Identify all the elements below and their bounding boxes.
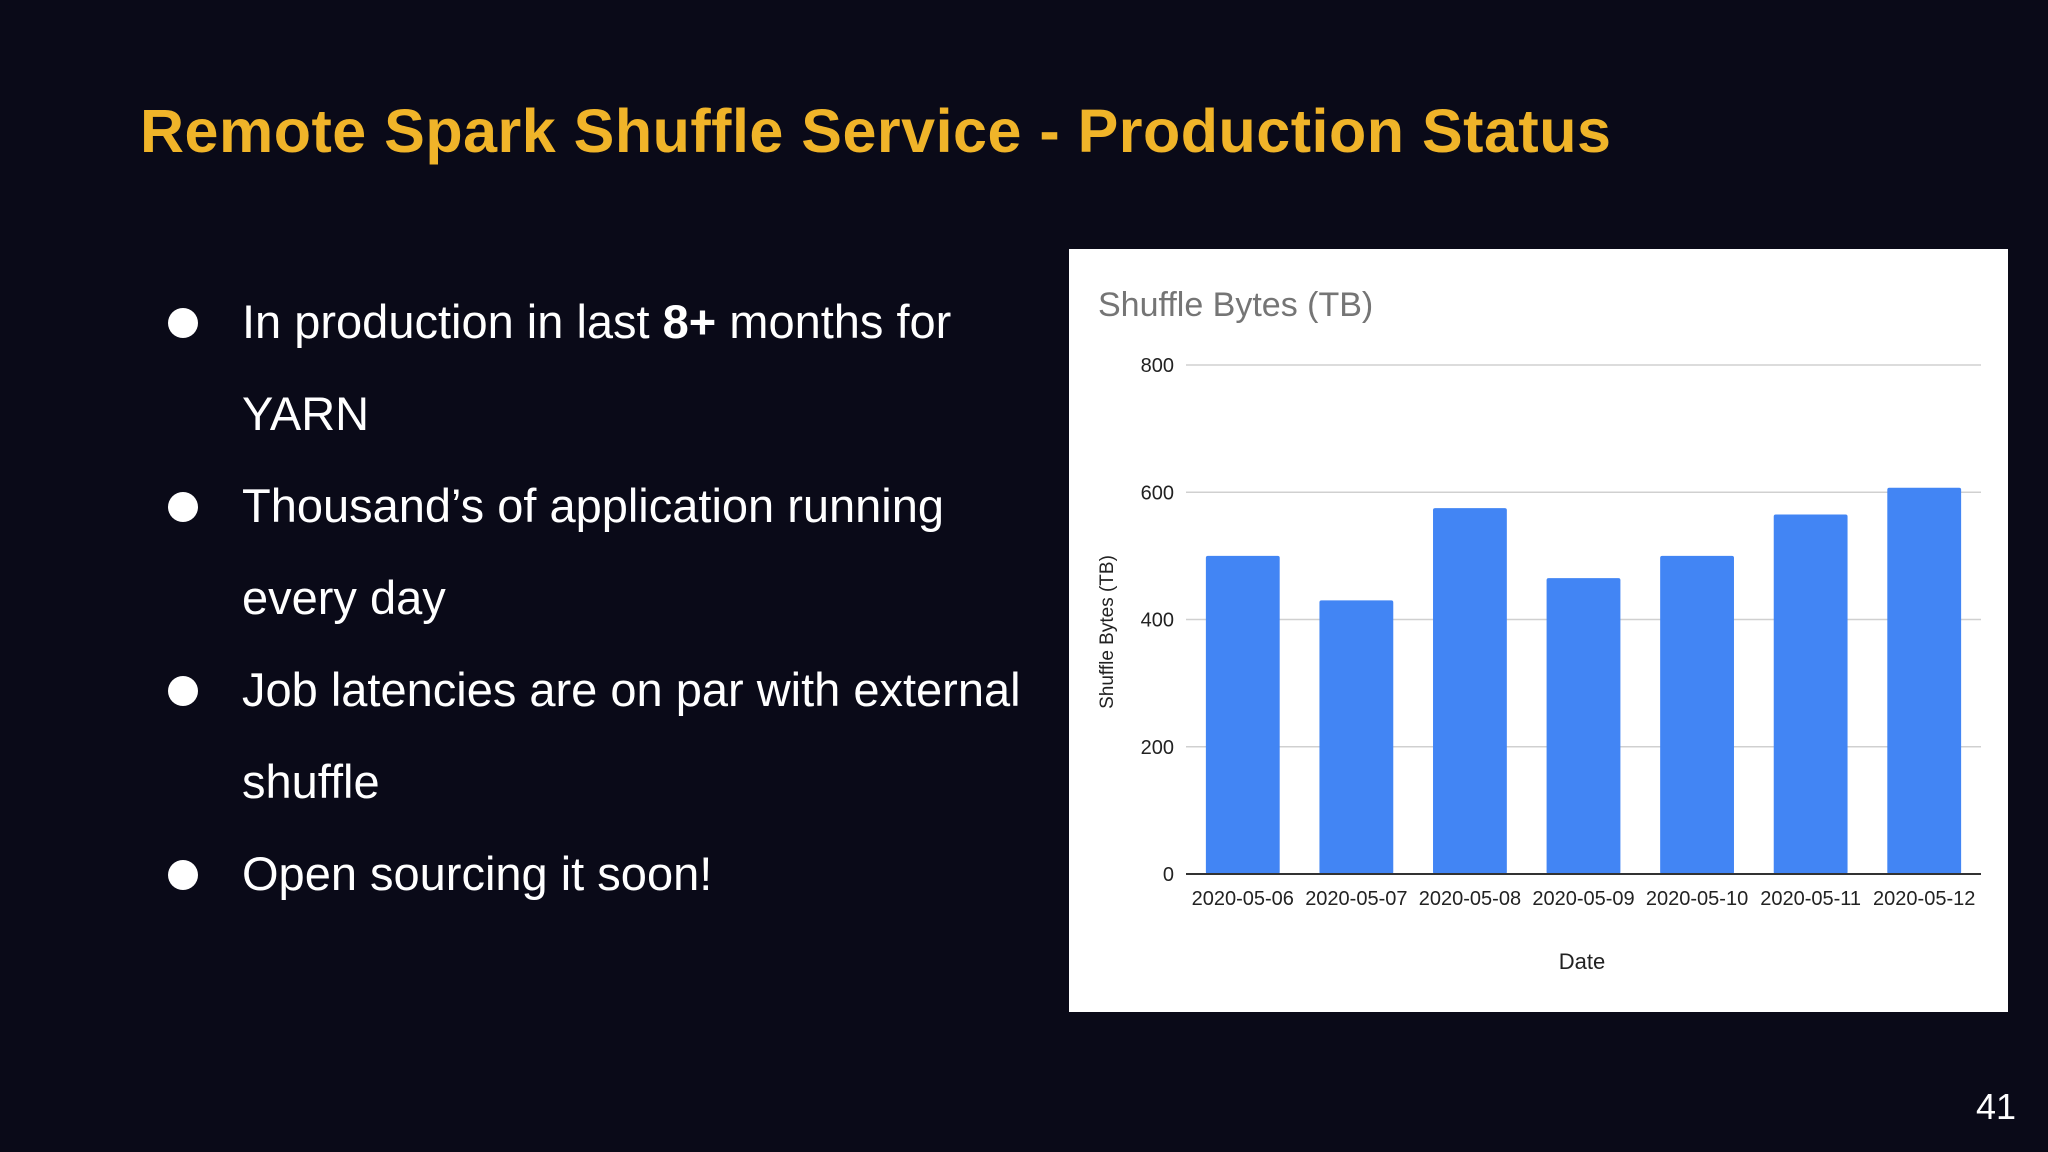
x-tick-label: 2020-05-06 [1192, 888, 1294, 910]
slide-title: Remote Spark Shuffle Service - Productio… [140, 97, 1612, 165]
x-tick-label: 2020-05-12 [1873, 888, 1975, 910]
bullet-text: Job latencies are on par with external s… [242, 663, 1021, 808]
axes: 0 200 400 600 800 2020-05-06 2020-05-07 2020-05… [1141, 355, 1981, 910]
bar [1773, 514, 1848, 874]
bar [1205, 555, 1280, 874]
y-tick-label: 600 [1141, 482, 1174, 504]
bullet-item: Open sourcing it soon! [160, 828, 1040, 920]
y-axis-label: Shuffle Bytes (TB) [1097, 555, 1118, 709]
y-tick-label: 400 [1141, 610, 1174, 632]
y-tick-label: 800 [1141, 355, 1174, 377]
bar [1660, 555, 1734, 874]
bar-chart: Shuffle Bytes (TB) Shuffle Bytes (TB) Da… [1097, 286, 1981, 974]
bar [1319, 600, 1394, 874]
bullet-dot [168, 492, 198, 522]
x-tick-label: 2020-05-11 [1760, 888, 1861, 910]
x-axis-label: Date [1559, 949, 1605, 974]
bullet-emphasis: 8+ [662, 295, 717, 348]
bullet-item: Job latencies are on par with external s… [160, 644, 1040, 828]
bullet-text: Thousand’s of application running every … [242, 479, 945, 624]
chart-panel: Shuffle Bytes (TB) Shuffle Bytes (TB) Da… [1069, 249, 2008, 1012]
bar [1887, 487, 1962, 874]
bullet-dot [168, 308, 198, 338]
bullet-text: Open sourcing it soon! [242, 847, 713, 900]
bullet-item: Thousand’s of application running every … [160, 460, 1040, 644]
bar [1433, 508, 1507, 874]
page-number: 41 [1975, 1086, 2016, 1127]
y-tick-label: 200 [1141, 737, 1174, 759]
bullet-dot [168, 860, 198, 890]
bullet-text: months for YARN [242, 295, 952, 440]
bar [1546, 578, 1621, 874]
y-tick-label: 0 [1163, 864, 1174, 886]
bars [1205, 487, 1962, 874]
bullet-list: In production in last 8+ months for YARN… [160, 276, 1040, 920]
bullet-item: In production in last 8+ months for YARN [160, 276, 1040, 460]
chart-title: Shuffle Bytes (TB) [1098, 286, 1373, 324]
x-tick-label: 2020-05-10 [1646, 888, 1748, 910]
bullet-dot [168, 676, 198, 706]
x-tick-label: 2020-05-07 [1305, 888, 1407, 910]
x-tick-label: 2020-05-09 [1532, 888, 1634, 910]
bullet-text: In production in last [242, 295, 663, 348]
x-tick-label: 2020-05-08 [1419, 888, 1521, 910]
